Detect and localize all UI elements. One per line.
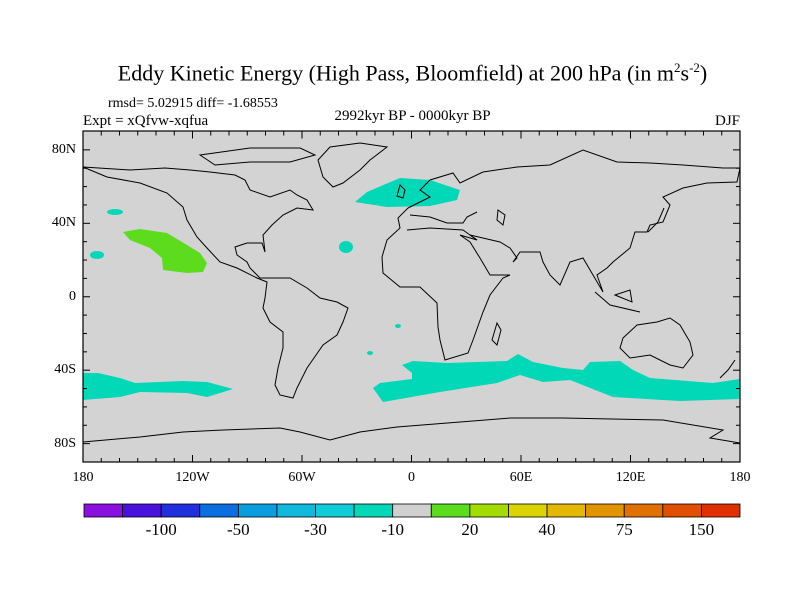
period-label: 2992kyr BP - 0000kyr BP — [334, 108, 491, 124]
coast-americas — [82, 166, 349, 399]
title-superscript-exponent: -2 — [689, 60, 700, 75]
lat-label: 80S — [54, 435, 76, 451]
season-label: DJF — [714, 113, 740, 129]
colorbar-swatch — [662, 503, 702, 518]
lon-label: 180 — [729, 470, 751, 485]
colorbar-swatch — [122, 503, 162, 518]
title-superscript: 2 — [674, 60, 681, 75]
anomaly-southern-ocean — [373, 354, 740, 402]
colorbar-swatch — [585, 503, 625, 518]
colorbar-label: -30 — [304, 520, 327, 539]
title-text-unit: s — [680, 60, 690, 86]
coast-antarctica — [82, 417, 741, 444]
colorbar-label: -100 — [145, 520, 177, 539]
colorbar-label: 150 — [688, 520, 715, 539]
colorbar-swatch — [160, 503, 201, 518]
coast-madagascar — [491, 321, 502, 346]
lon-label: 60W — [288, 470, 316, 485]
plot-title: Eddy Kinetic Energy (High Pass, Bloomfie… — [0, 60, 800, 86]
title-text: Eddy Kinetic Energy (High Pass, Bloomfie… — [117, 60, 674, 86]
colorbar-swatch — [83, 503, 123, 518]
statistics-label: rmsd= 5.02915 diff= -1.68553 — [108, 96, 278, 111]
coast-greenland — [317, 142, 389, 188]
anomaly-south-atlantic-small — [395, 324, 401, 328]
coastlines — [82, 142, 741, 444]
lat-label: 40N — [51, 215, 76, 231]
coast-canadian-arctic — [198, 147, 317, 166]
colorbar-label: -50 — [227, 520, 250, 539]
axis-ticks — [83, 131, 740, 462]
lon-label: 60E — [509, 470, 533, 485]
anomaly-north-pacific — [107, 209, 123, 215]
lon-label: 0 — [408, 470, 415, 485]
coast-japan — [647, 207, 665, 233]
colorbar-label: 20 — [461, 520, 479, 539]
colorbar — [83, 503, 741, 518]
colorbar-swatch — [469, 503, 509, 518]
colorbar-swatch — [701, 503, 741, 518]
anomaly-south-pacific — [83, 373, 233, 400]
colorbar-swatch — [546, 503, 587, 518]
anomaly-mid-atlantic — [339, 241, 353, 253]
lat-label: 80N — [51, 141, 76, 157]
lat-label: 0 — [69, 288, 76, 304]
coast-mediterranean — [406, 211, 478, 241]
coast-eurasia-africa — [381, 149, 741, 361]
colorbar-swatch — [315, 503, 355, 518]
anomaly-contours — [83, 178, 740, 402]
lon-label: 180 — [72, 470, 94, 485]
anomaly-central-pacific — [90, 251, 104, 259]
anomaly-south-atlantic-dot — [367, 351, 373, 355]
lat-label: 40S — [54, 362, 76, 378]
coast-new-zealand — [719, 359, 736, 379]
colorbar-swatch — [276, 503, 316, 518]
experiment-label: Expt = xQfvw-xqfua — [83, 113, 209, 129]
colorbar-swatch — [237, 503, 278, 518]
colorbar-label: 40 — [538, 520, 556, 539]
colorbar-swatch — [623, 503, 664, 518]
coast-australia — [619, 317, 694, 369]
coast-caspian — [496, 209, 506, 226]
colorbar-swatch — [199, 503, 239, 518]
colorbar-swatch — [392, 503, 432, 518]
colorbar-label: 75 — [615, 520, 633, 539]
lon-label: 120E — [615, 470, 646, 485]
anomaly-subtropical-pacific — [123, 229, 207, 273]
lon-label: 120W — [175, 470, 210, 485]
colorbar-swatch — [508, 503, 548, 518]
colorbar-swatch — [430, 503, 471, 518]
anomaly-north-atlantic — [355, 178, 460, 207]
title-text-end: ) — [699, 60, 708, 86]
coast-indonesia — [594, 289, 641, 313]
colorbar-swatch — [353, 503, 394, 518]
coast-british-isles — [396, 184, 406, 199]
colorbar-label: -10 — [381, 520, 405, 539]
map-frame — [82, 130, 741, 463]
